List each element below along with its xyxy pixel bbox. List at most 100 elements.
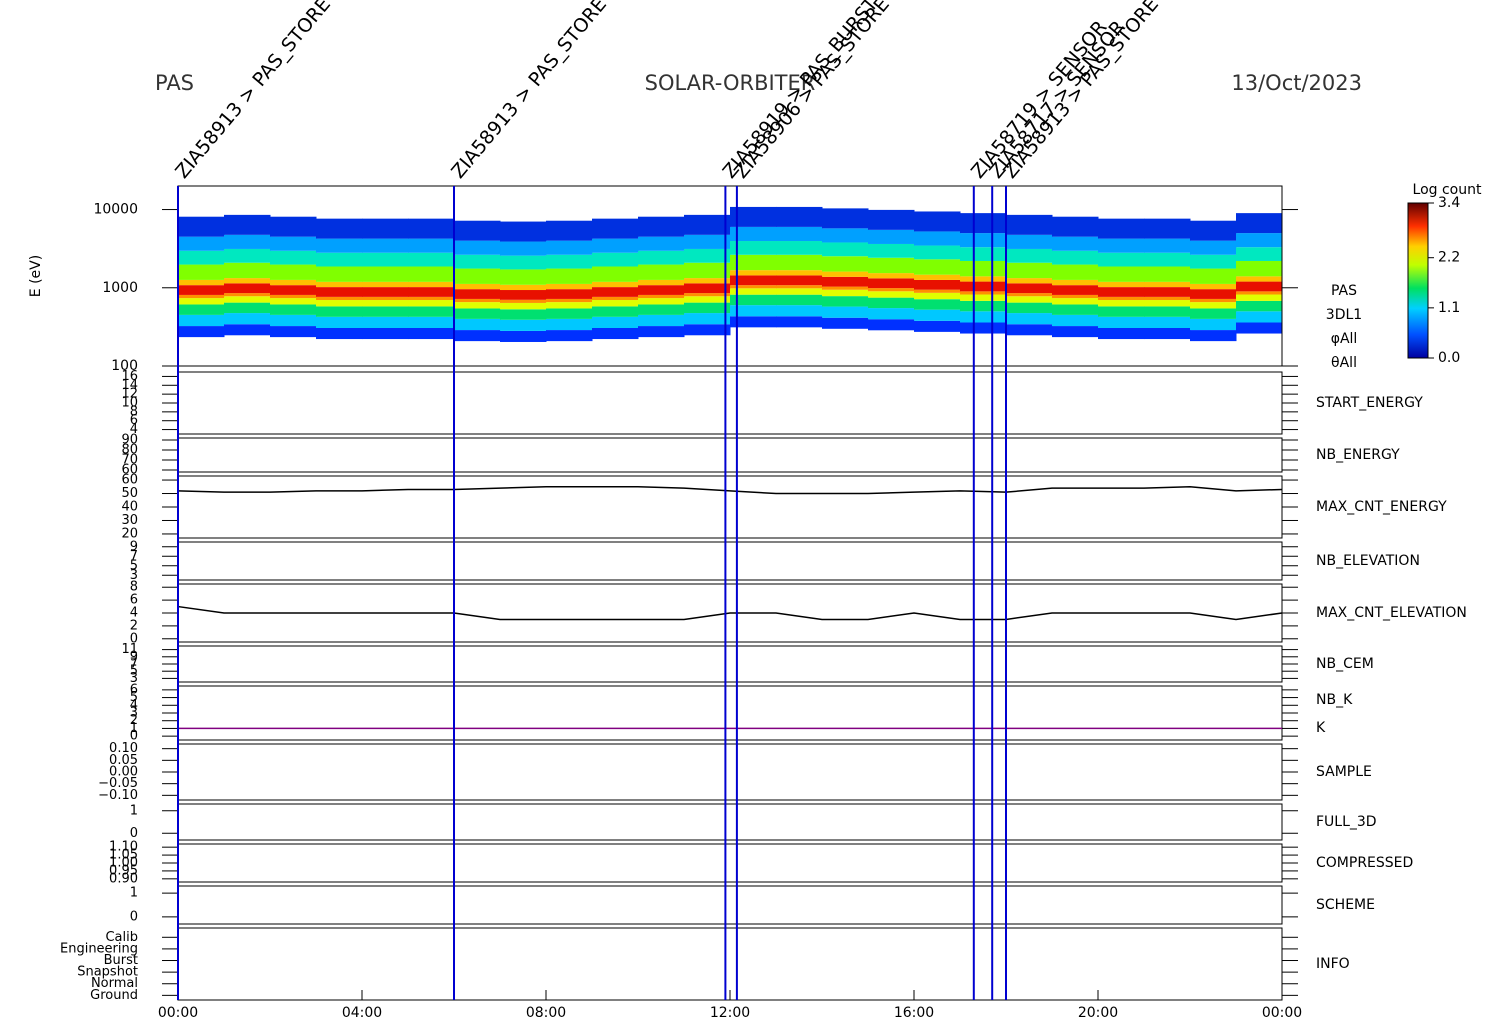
y-tick-label: 5 bbox=[130, 690, 138, 705]
spectrogram-band bbox=[1052, 298, 1099, 305]
y-tick-label: 2 bbox=[130, 618, 138, 633]
y-tick-label: 50 bbox=[121, 486, 138, 501]
spectrogram-band bbox=[316, 306, 363, 317]
y-tick-label: 1 bbox=[130, 886, 138, 901]
spectrogram-core bbox=[914, 279, 961, 290]
spectrogram-band bbox=[1052, 216, 1099, 237]
spectrogram-band bbox=[500, 330, 547, 342]
spectrogram-band bbox=[500, 302, 547, 310]
spectrogram-band bbox=[1006, 234, 1053, 249]
spectrogram-band bbox=[454, 330, 501, 342]
spectrogram-band bbox=[178, 264, 225, 280]
y-tick-label: 3 bbox=[130, 706, 138, 721]
spectrogram-band bbox=[316, 296, 363, 301]
spectrogram-band bbox=[546, 254, 593, 269]
panel-label: FULL_3D bbox=[1316, 814, 1377, 830]
spectrogram-band bbox=[914, 309, 961, 321]
spectrogram-band bbox=[454, 283, 501, 290]
spectrogram-core bbox=[362, 287, 409, 297]
spectrogram-band bbox=[316, 238, 363, 253]
spectrogram-band bbox=[500, 299, 547, 303]
spectrogram-band bbox=[868, 319, 915, 331]
spectrogram-band bbox=[592, 281, 639, 288]
spectrogram-band bbox=[1098, 238, 1145, 253]
y-tick-label: 5 bbox=[130, 664, 138, 679]
spectrogram-band bbox=[454, 220, 501, 241]
spectrogram-band bbox=[178, 326, 225, 338]
spectrogram-band bbox=[1236, 300, 1283, 312]
spectrogram-core bbox=[1006, 283, 1053, 294]
spectrogram-band bbox=[454, 268, 501, 284]
spectrogram-band bbox=[454, 308, 501, 319]
spectrogram-band bbox=[178, 314, 225, 327]
spectrogram-band bbox=[868, 209, 915, 230]
panel-frame bbox=[177, 803, 1283, 841]
panel-frame bbox=[177, 371, 1283, 435]
spectrogram-band bbox=[1052, 304, 1099, 315]
spectrogram-band bbox=[914, 299, 961, 310]
spectrogram-band bbox=[316, 252, 363, 267]
spectrogram-band bbox=[1190, 308, 1237, 319]
panel-label: START_ENERGY bbox=[1316, 395, 1423, 411]
panel-frame bbox=[177, 541, 1283, 581]
colorbar bbox=[1407, 202, 1429, 359]
spectrogram-band bbox=[914, 211, 961, 232]
spectrogram-band bbox=[1098, 296, 1145, 301]
spectrogram-band bbox=[684, 214, 731, 235]
y-tick-label: 100 bbox=[111, 358, 138, 374]
spectrogram-band bbox=[684, 324, 731, 336]
spectrogram-band bbox=[224, 293, 271, 297]
spectrogram-band bbox=[500, 221, 547, 242]
spectrogram-band bbox=[224, 278, 271, 284]
spectrogram-band bbox=[454, 318, 501, 331]
y-tick-label: 0 bbox=[130, 826, 138, 841]
y-tick-label: Burst bbox=[104, 953, 138, 968]
spectrogram-band bbox=[408, 306, 455, 317]
spectrogram-band bbox=[1052, 264, 1099, 280]
y-tick-label: 7 bbox=[130, 657, 138, 672]
spectrogram-band bbox=[914, 320, 961, 332]
spectrogram-band bbox=[684, 278, 731, 284]
panel-frame bbox=[177, 475, 1283, 539]
spectrogram-band bbox=[362, 238, 409, 253]
spectrogram-band bbox=[730, 288, 777, 295]
spectrogram-core bbox=[270, 285, 317, 295]
y-tick-label: 10000 bbox=[93, 202, 138, 218]
spectrogram-band bbox=[500, 269, 547, 285]
y-tick-label: 1.10 bbox=[109, 840, 138, 855]
y-tick-label: 0 bbox=[130, 909, 138, 924]
spectrogram-band bbox=[730, 294, 777, 306]
y-tick-label: 0 bbox=[130, 631, 138, 646]
y-tick-label: 9 bbox=[130, 649, 138, 664]
y-axis-label: E (eV) bbox=[28, 255, 44, 297]
spectrogram-band bbox=[914, 231, 961, 246]
spectrogram-band bbox=[868, 243, 915, 258]
spectrogram-band bbox=[1052, 279, 1099, 286]
spectrogram-band bbox=[822, 208, 869, 229]
spectrogram-band bbox=[1236, 291, 1283, 295]
x-tick-label: 20:00 bbox=[1078, 1005, 1118, 1020]
y-tick-label: 1 bbox=[130, 721, 138, 736]
spectrogram-band bbox=[1144, 306, 1191, 317]
spectrogram-band bbox=[776, 206, 823, 227]
spectrogram-band bbox=[178, 304, 225, 315]
spectrogram-core bbox=[1144, 287, 1191, 297]
panel-label: MAX_CNT_ENERGY bbox=[1316, 499, 1447, 515]
spectrogram-band bbox=[1098, 306, 1145, 317]
spectrogram-band bbox=[408, 281, 455, 288]
y-tick-label: 60 bbox=[121, 463, 138, 478]
spectrogram-band bbox=[960, 300, 1007, 312]
spectrogram-band bbox=[776, 305, 823, 317]
y-tick-label: 6 bbox=[130, 593, 138, 608]
x-tick-label: 12:00 bbox=[710, 1005, 750, 1020]
spectrogram-band bbox=[546, 330, 593, 342]
colorbar-tick-label: 1.1 bbox=[1438, 300, 1460, 316]
spectrogram-band bbox=[730, 206, 777, 227]
spectrogram-band bbox=[362, 316, 409, 329]
spectrogram-band bbox=[730, 226, 777, 242]
spectrogram-band bbox=[500, 284, 547, 291]
y-tick-label: 4 bbox=[130, 606, 138, 621]
spectrogram-band bbox=[178, 236, 225, 251]
spectrogram-band bbox=[684, 293, 731, 297]
y-tick-label: 0.10 bbox=[109, 741, 138, 756]
